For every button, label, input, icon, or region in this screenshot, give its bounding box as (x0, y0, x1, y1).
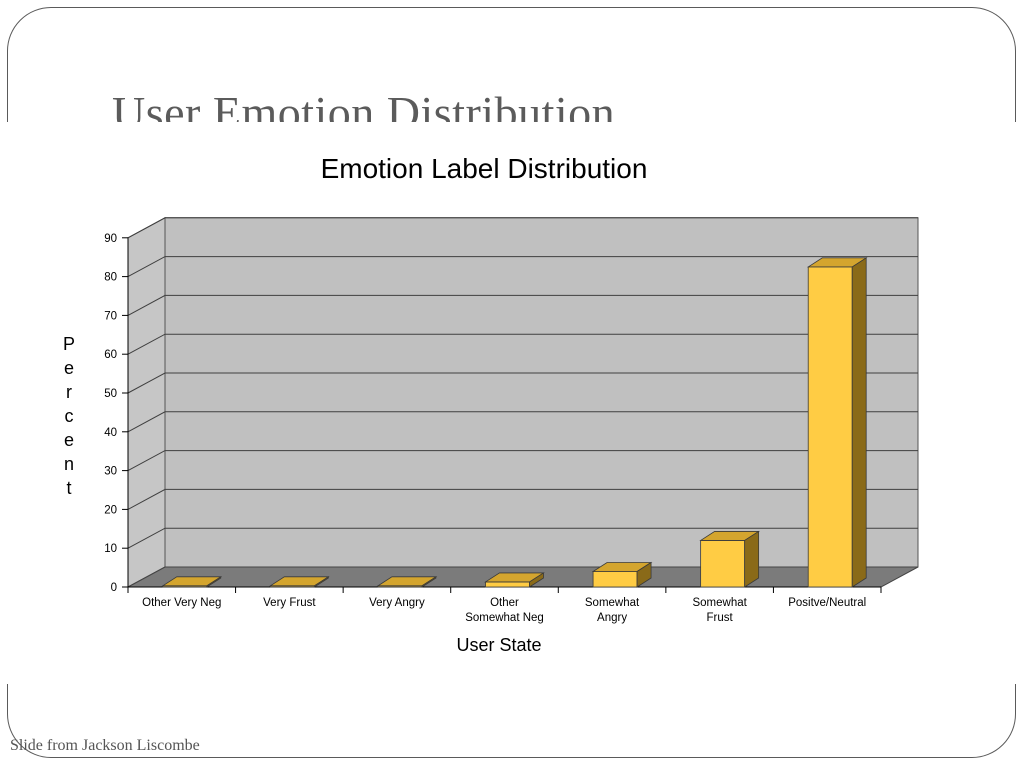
gridline (127, 217, 918, 239)
bar-6 (807, 266, 853, 588)
gridline (127, 527, 918, 549)
bar-side-0 (206, 576, 222, 588)
y-tick-label: 90 (104, 233, 117, 245)
bar-3 (485, 581, 530, 588)
y-axis-label-letter: P (63, 334, 75, 354)
bar-side-3 (529, 572, 544, 588)
x-tick-label: Angry (597, 612, 627, 624)
x-tick-label: Other Very Neg (142, 597, 221, 609)
y-tick-label: 60 (104, 349, 117, 361)
gridline (127, 411, 918, 433)
y-tick-label: 80 (104, 272, 117, 284)
x-tick-label: Somewhat Neg (465, 612, 544, 624)
y-tick-label: 0 (111, 582, 117, 594)
bar-4 (592, 571, 638, 588)
gridline (127, 256, 918, 278)
gridline (127, 333, 918, 355)
x-tick-label: Frust (707, 612, 734, 624)
y-axis-label-letter: t (66, 478, 71, 498)
y-tick-label: 70 (104, 310, 117, 322)
y-tick-label: 40 (104, 427, 117, 439)
y-axis-label-letter: c (65, 406, 74, 426)
x-tick-label: Other (490, 597, 519, 609)
gridline (127, 450, 918, 472)
y-axis-label-letter: n (64, 454, 74, 474)
gridline (127, 294, 918, 316)
y-tick-label: 30 (104, 466, 117, 478)
y-tick-label: 20 (104, 504, 117, 516)
bar-side-6 (851, 257, 867, 588)
slide-footer-credit: Slide from Jackson Liscombe (10, 737, 200, 754)
bar-side-2 (421, 576, 437, 588)
y-axis-label-letter: e (64, 358, 74, 378)
y-tick-label: 10 (104, 543, 117, 555)
bar-side-1 (313, 576, 329, 588)
chart-back-wall (164, 217, 919, 568)
x-tick-label: Somewhat (692, 597, 747, 609)
chart-title: Emotion Label Distribution (321, 153, 648, 184)
bar-side-4 (636, 561, 652, 588)
emotion-bar-chart: 0 10 20 30 40 50 60 70 80 90 Other Very Neg Very Fr… (63, 153, 919, 655)
gridline (127, 372, 918, 394)
y-axis-label-letter: r (66, 382, 72, 402)
bar-5 (700, 540, 746, 588)
y-tick-label: 50 (104, 388, 117, 400)
gridline (127, 488, 918, 510)
x-tick-label: Very Angry (369, 597, 425, 609)
x-tick-label: Somewhat (585, 597, 640, 609)
x-axis-label: User State (456, 635, 541, 655)
chart-area: 0 10 20 30 40 50 60 70 80 90 Other Very Neg Very Fr… (0, 122, 1024, 684)
x-tick-label: Positve/Neutral (788, 597, 866, 609)
y-axis-label-letter: e (64, 430, 74, 450)
bar-side-5 (744, 530, 760, 588)
x-tick-label: Very Frust (263, 597, 316, 609)
